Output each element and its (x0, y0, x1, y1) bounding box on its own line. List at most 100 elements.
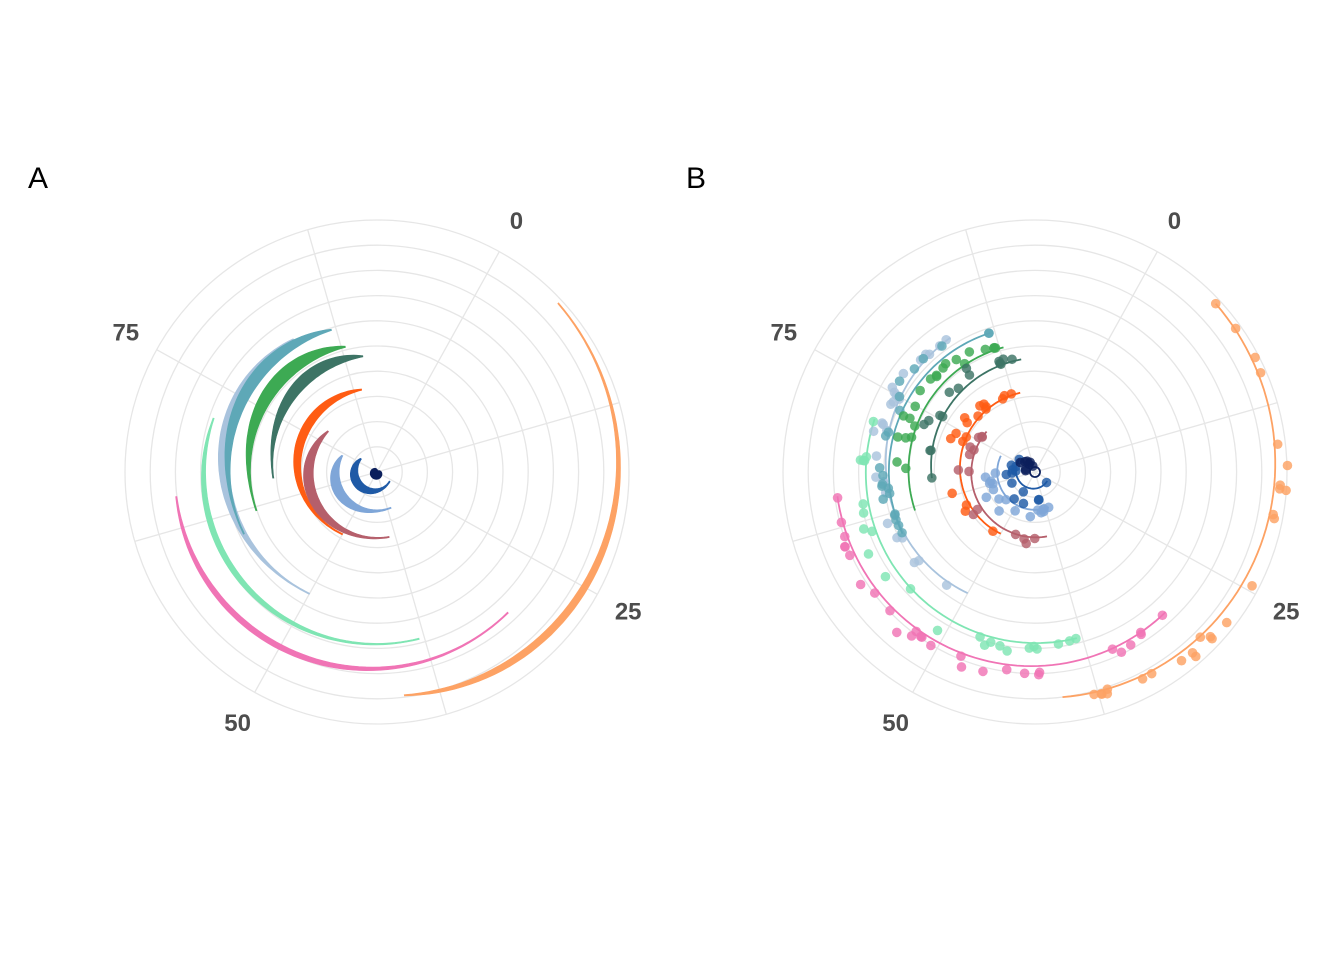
scatter-point (910, 401, 921, 412)
scatter-point (832, 493, 843, 503)
series-band (303, 430, 390, 540)
scatter-point (977, 431, 987, 442)
scatter-point (926, 640, 936, 651)
scatter-point (989, 343, 999, 353)
scatter-point (884, 488, 895, 499)
scatter-point (932, 625, 943, 636)
series-band (369, 467, 383, 480)
scatter-point (1230, 323, 1241, 334)
scatter-point (938, 363, 948, 373)
grid-ring (199, 294, 555, 650)
scatter-point (858, 508, 869, 518)
scatter-point (1102, 684, 1113, 694)
scatter-point (863, 549, 874, 559)
grid-ring (275, 370, 479, 574)
scatter-point (886, 399, 896, 410)
scatter-point (894, 376, 905, 386)
theta-tick-label: 50 (882, 710, 909, 737)
scatter-point (961, 363, 972, 374)
scatter-point (840, 541, 850, 552)
scatter-point (962, 417, 972, 428)
scatter-point (937, 411, 948, 422)
scatter-point (984, 328, 994, 339)
scatter-point (1020, 456, 1030, 467)
theta-tick-label: 50 (224, 710, 251, 737)
scatter-point (1043, 502, 1054, 513)
grid-spoke (1034, 402, 1278, 473)
theta-tick-label: 0 (1168, 208, 1181, 235)
scatter-point (1247, 581, 1257, 591)
panel-b-tick-labels: 0 25 50 75 (770, 208, 1299, 737)
scatter-point (1010, 529, 1021, 540)
scatter-point (1041, 477, 1052, 488)
grid-spoke (965, 229, 1036, 473)
grid-ring (782, 219, 1288, 725)
series-band (175, 496, 509, 672)
scatter-point (996, 359, 1006, 370)
grid-ring (250, 345, 504, 599)
scatter-point (919, 419, 929, 430)
panel-a: A 0 25 50 75 (28, 162, 642, 737)
scatter-point (882, 518, 893, 529)
scatter-point (958, 436, 968, 447)
scatter-point (961, 500, 972, 510)
scatter-point (878, 494, 888, 504)
scatter-point (1275, 480, 1285, 490)
scatter-point (990, 468, 1001, 478)
scatter-point (839, 531, 850, 542)
panel-a-marks (175, 302, 621, 697)
scatter-point (937, 341, 947, 351)
grid-spoke (376, 471, 598, 595)
scatter-point (858, 499, 868, 509)
series-fit-line (836, 496, 1167, 668)
grid-spoke (376, 402, 620, 473)
scatter-point (999, 390, 1010, 401)
scatter-point (905, 584, 916, 594)
scatter-point (909, 557, 920, 568)
panel-b-marks (832, 298, 1293, 700)
grid-spoke (814, 349, 1036, 473)
scatter-point (885, 605, 895, 616)
scatter-point (951, 354, 962, 365)
scatter-point (1032, 644, 1042, 654)
scatter-point (1064, 636, 1075, 646)
scatter-point (868, 426, 879, 437)
theta-tick-label: 0 (510, 208, 523, 235)
scatter-point (941, 580, 952, 590)
scatter-point (1018, 498, 1029, 509)
theta-tick-label: 75 (770, 320, 797, 347)
scatter-point (1007, 354, 1017, 365)
scatter-point (972, 504, 983, 515)
scatter-point (883, 427, 894, 437)
scatter-point (964, 347, 975, 357)
scatter-point (836, 517, 847, 528)
scatter-point (978, 666, 988, 677)
series-band (201, 417, 420, 646)
grid-ring (300, 395, 454, 549)
grid-ring (149, 244, 605, 700)
scatter-point (1019, 534, 1029, 544)
scatter-point (981, 492, 992, 503)
scatter-point (858, 524, 869, 534)
series-band (293, 388, 363, 536)
grid-ring (807, 244, 1263, 700)
scatter-point (892, 457, 902, 467)
scatter-point (916, 631, 926, 642)
scatter-point (871, 451, 882, 461)
scatter-point (1053, 639, 1064, 649)
series-band (270, 354, 364, 479)
theta-tick-label: 75 (112, 320, 139, 347)
scatter-point (981, 404, 991, 414)
scatter-point (994, 506, 1004, 516)
scatter-point (918, 353, 929, 364)
grid-ring (325, 420, 429, 524)
scatter-point (994, 494, 1004, 504)
series-fit-line (907, 346, 1004, 511)
scatter-point (1107, 644, 1118, 654)
scatter-point (947, 488, 957, 499)
scatter-point (901, 463, 911, 474)
scatter-point (878, 419, 889, 430)
scatter-point (1019, 668, 1030, 679)
scatter-point (1033, 495, 1044, 505)
